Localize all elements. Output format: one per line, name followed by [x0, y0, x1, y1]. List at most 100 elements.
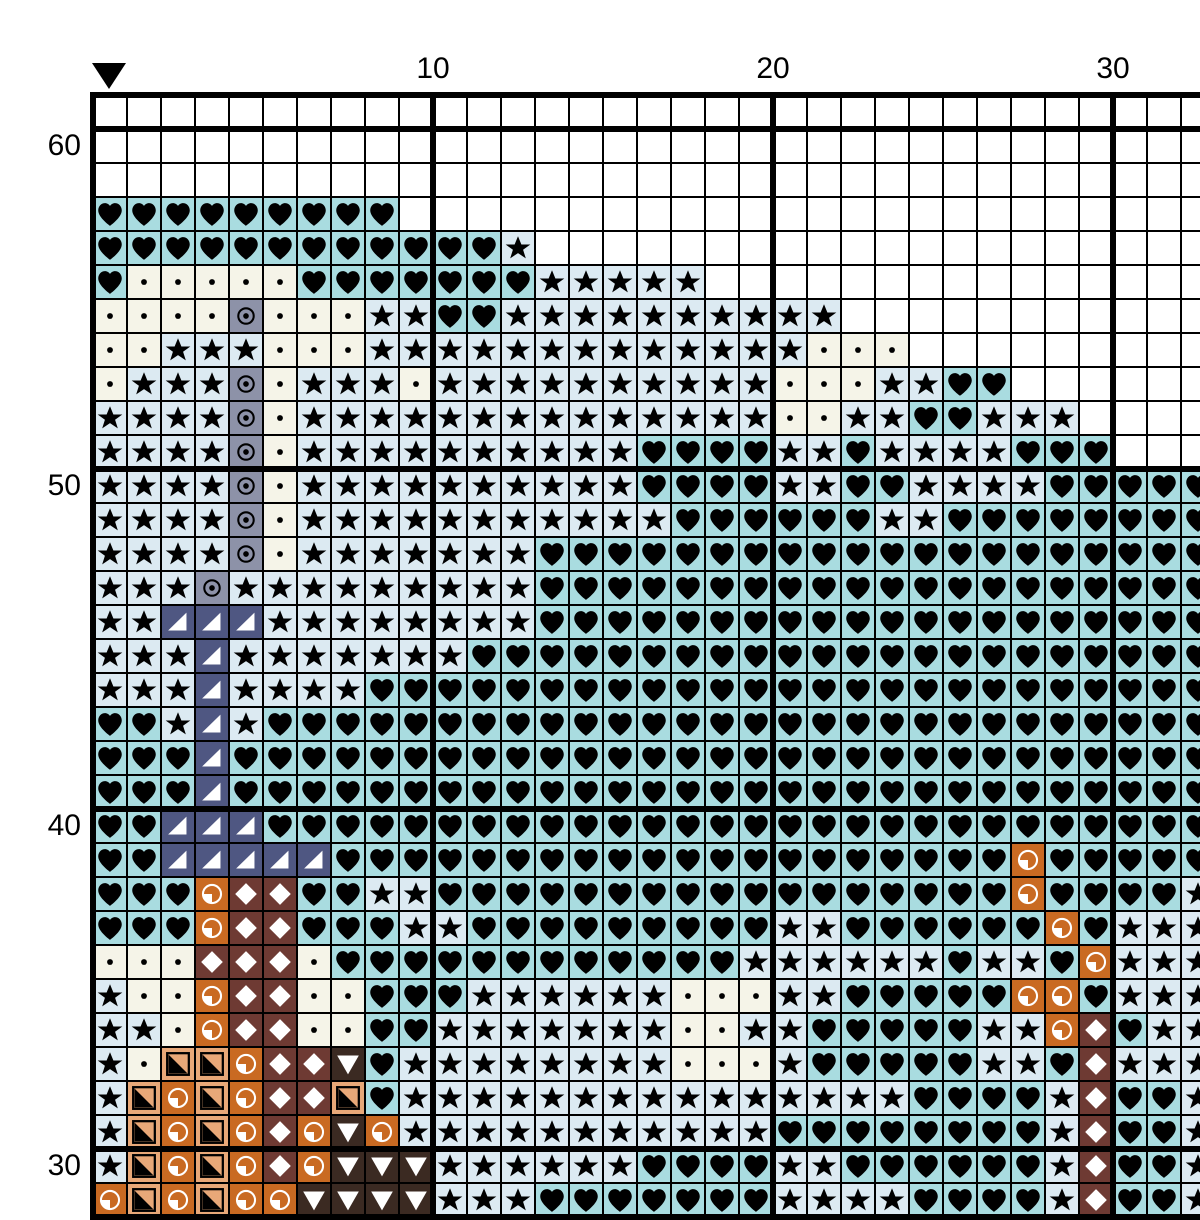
stitch-cell[interactable]: [705, 163, 739, 197]
stitch-cell[interactable]: [127, 469, 161, 503]
stitch-cell[interactable]: [263, 809, 297, 843]
stitch-cell[interactable]: [943, 571, 977, 605]
stitch-cell[interactable]: [127, 537, 161, 571]
stitch-cell[interactable]: [93, 435, 127, 469]
stitch-cell[interactable]: [229, 503, 263, 537]
stitch-cell[interactable]: [161, 333, 195, 367]
stitch-cell[interactable]: [229, 1013, 263, 1047]
stitch-cell[interactable]: [535, 775, 569, 809]
stitch-cell[interactable]: [1079, 299, 1113, 333]
stitch-cell[interactable]: [705, 231, 739, 265]
stitch-cell[interactable]: [671, 571, 705, 605]
stitch-cell[interactable]: [909, 707, 943, 741]
stitch-cell[interactable]: [331, 367, 365, 401]
stitch-cell[interactable]: [93, 401, 127, 435]
stitch-cell[interactable]: [127, 401, 161, 435]
stitch-cell[interactable]: [1079, 1149, 1113, 1183]
stitch-cell[interactable]: [93, 1183, 127, 1217]
stitch-cell[interactable]: [467, 809, 501, 843]
stitch-cell[interactable]: [331, 1013, 365, 1047]
stitch-cell[interactable]: [1147, 197, 1181, 231]
stitch-cell[interactable]: [127, 163, 161, 197]
stitch-cell[interactable]: [195, 95, 229, 129]
stitch-cell[interactable]: [161, 1013, 195, 1047]
stitch-cell[interactable]: [943, 1183, 977, 1217]
stitch-cell[interactable]: [671, 1115, 705, 1149]
stitch-cell[interactable]: [1045, 1115, 1079, 1149]
stitch-cell[interactable]: [739, 605, 773, 639]
stitch-cell[interactable]: [1181, 945, 1200, 979]
stitch-cell[interactable]: [535, 809, 569, 843]
stitch-cell[interactable]: [535, 333, 569, 367]
stitch-cell[interactable]: [195, 1149, 229, 1183]
stitch-cell[interactable]: [297, 129, 331, 163]
stitch-cell[interactable]: [161, 605, 195, 639]
stitch-cell[interactable]: [637, 333, 671, 367]
stitch-cell[interactable]: [535, 741, 569, 775]
stitch-cell[interactable]: [467, 911, 501, 945]
stitch-cell[interactable]: [1147, 435, 1181, 469]
stitch-cell[interactable]: [467, 877, 501, 911]
stitch-cell[interactable]: [1079, 265, 1113, 299]
stitch-cell[interactable]: [1181, 1149, 1200, 1183]
stitch-cell[interactable]: [977, 1013, 1011, 1047]
stitch-cell[interactable]: [501, 1013, 535, 1047]
stitch-cell[interactable]: [195, 877, 229, 911]
stitch-cell[interactable]: [229, 911, 263, 945]
stitch-cell[interactable]: [671, 163, 705, 197]
stitch-cell[interactable]: [195, 401, 229, 435]
stitch-cell[interactable]: [1045, 571, 1079, 605]
stitch-cell[interactable]: [739, 843, 773, 877]
stitch-cell[interactable]: [773, 605, 807, 639]
stitch-cell[interactable]: [909, 877, 943, 911]
stitch-cell[interactable]: [569, 537, 603, 571]
stitch-cell[interactable]: [263, 503, 297, 537]
stitch-cell[interactable]: [1079, 639, 1113, 673]
stitch-cell[interactable]: [1079, 809, 1113, 843]
stitch-cell[interactable]: [331, 673, 365, 707]
stitch-cell[interactable]: [1113, 809, 1147, 843]
stitch-cell[interactable]: [671, 843, 705, 877]
stitch-cell[interactable]: [297, 639, 331, 673]
stitch-cell[interactable]: [365, 945, 399, 979]
stitch-cell[interactable]: [637, 163, 671, 197]
stitch-cell[interactable]: [501, 639, 535, 673]
stitch-cell[interactable]: [807, 809, 841, 843]
stitch-cell[interactable]: [229, 163, 263, 197]
stitch-cell[interactable]: [1113, 95, 1147, 129]
stitch-cell[interactable]: [943, 265, 977, 299]
stitch-cell[interactable]: [229, 809, 263, 843]
stitch-cell[interactable]: [603, 1081, 637, 1115]
stitch-cell[interactable]: [773, 707, 807, 741]
stitch-cell[interactable]: [705, 809, 739, 843]
stitch-cell[interactable]: [909, 605, 943, 639]
stitch-cell[interactable]: [569, 741, 603, 775]
stitch-cell[interactable]: [127, 299, 161, 333]
stitch-cell[interactable]: [331, 979, 365, 1013]
stitch-cell[interactable]: [943, 197, 977, 231]
stitch-cell[interactable]: [1113, 163, 1147, 197]
stitch-cell[interactable]: [467, 265, 501, 299]
stitch-cell[interactable]: [399, 197, 433, 231]
stitch-cell[interactable]: [569, 469, 603, 503]
stitch-cell[interactable]: [161, 129, 195, 163]
stitch-cell[interactable]: [569, 639, 603, 673]
stitch-cell[interactable]: [195, 299, 229, 333]
stitch-cell[interactable]: [331, 469, 365, 503]
stitch-cell[interactable]: [671, 469, 705, 503]
stitch-cell[interactable]: [399, 639, 433, 673]
stitch-cell[interactable]: [1011, 1115, 1045, 1149]
stitch-cell[interactable]: [671, 605, 705, 639]
stitch-cell[interactable]: [773, 231, 807, 265]
stitch-cell[interactable]: [705, 537, 739, 571]
stitch-cell[interactable]: [127, 333, 161, 367]
stitch-cell[interactable]: [739, 435, 773, 469]
stitch-cell[interactable]: [739, 401, 773, 435]
stitch-cell[interactable]: [637, 265, 671, 299]
stitch-cell[interactable]: [365, 197, 399, 231]
stitch-cell[interactable]: [705, 197, 739, 231]
stitch-cell[interactable]: [433, 605, 467, 639]
stitch-cell[interactable]: [569, 877, 603, 911]
stitch-cell[interactable]: [875, 571, 909, 605]
stitch-cell[interactable]: [229, 95, 263, 129]
